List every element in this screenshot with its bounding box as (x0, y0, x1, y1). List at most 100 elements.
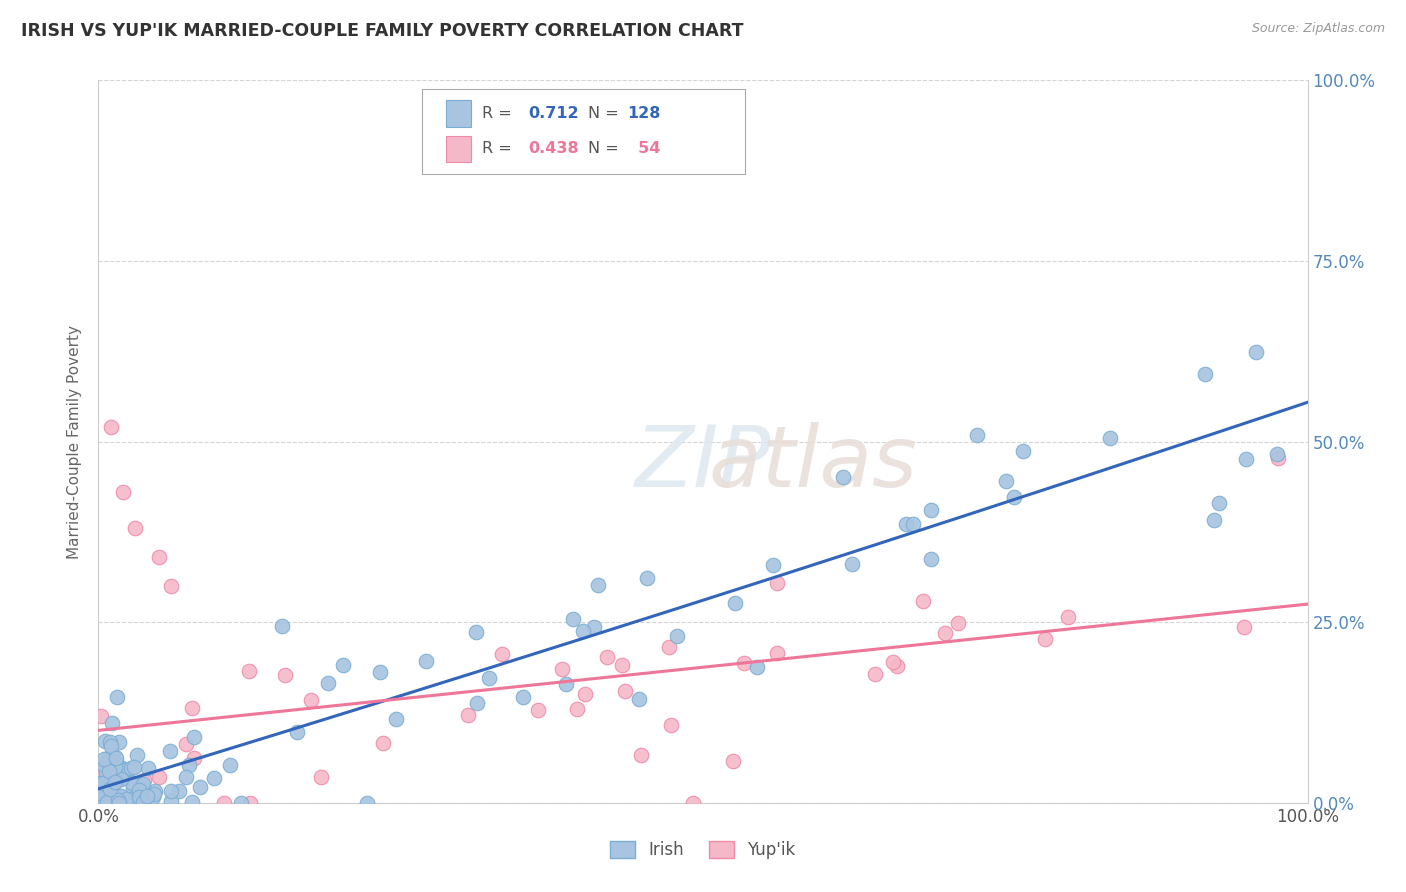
Y-axis label: Married-Couple Family Poverty: Married-Couple Family Poverty (67, 325, 83, 558)
Text: R =: R = (482, 142, 517, 156)
Point (111, 485, 134, 500)
Point (177, 758, 200, 772)
Point (103, 750, 125, 764)
Point (863, 666, 886, 681)
Point (100, 739, 122, 754)
Point (90, 780, 112, 794)
Point (107, 757, 129, 772)
Point (89, 766, 111, 780)
Point (110, 789, 132, 803)
Point (1267, 450, 1289, 465)
Point (1233, 620, 1256, 634)
Point (478, 671, 501, 685)
Point (108, 789, 131, 803)
Point (1208, 496, 1230, 510)
Point (101, 790, 124, 805)
Point (181, 795, 204, 809)
Point (567, 701, 589, 715)
Point (920, 551, 942, 566)
Point (176, 738, 198, 752)
Text: 0.438: 0.438 (529, 142, 579, 156)
Point (920, 503, 942, 517)
Point (132, 772, 155, 787)
Point (596, 649, 619, 664)
Point (142, 790, 165, 805)
Point (572, 624, 595, 639)
Point (512, 690, 534, 704)
Point (332, 657, 354, 672)
Point (94, 734, 117, 748)
Point (311, 770, 333, 784)
Point (100, 780, 122, 794)
Point (630, 748, 652, 763)
Point (894, 516, 917, 531)
Point (183, 731, 205, 745)
Point (118, 792, 141, 806)
Point (98, 782, 121, 797)
Point (239, 796, 262, 810)
Point (659, 718, 682, 732)
Point (934, 626, 956, 640)
Point (107, 796, 129, 810)
Point (110, 772, 132, 786)
Point (105, 751, 128, 765)
Point (145, 783, 167, 797)
Point (97, 754, 120, 768)
Point (108, 793, 131, 807)
Point (120, 761, 142, 775)
Point (994, 474, 1017, 488)
Point (96, 795, 118, 809)
Point (125, 795, 148, 809)
Point (762, 558, 785, 573)
Point (101, 715, 124, 730)
Point (238, 664, 260, 678)
Point (299, 693, 322, 707)
Point (90, 709, 112, 723)
Point (1265, 447, 1288, 461)
Point (108, 735, 131, 749)
Point (101, 768, 124, 782)
Point (100, 420, 122, 434)
Point (614, 683, 637, 698)
Point (724, 596, 747, 610)
Text: Source: ZipAtlas.com: Source: ZipAtlas.com (1251, 22, 1385, 36)
Point (91, 757, 114, 772)
Point (562, 612, 585, 626)
Point (104, 763, 127, 777)
Point (385, 712, 408, 726)
Point (105, 789, 128, 803)
Point (89, 792, 111, 806)
Point (104, 756, 127, 770)
Point (91, 776, 114, 790)
Text: atlas: atlas (489, 422, 917, 505)
Point (946, 615, 969, 630)
Point (555, 677, 578, 691)
Point (121, 775, 143, 789)
Point (465, 624, 488, 639)
Point (87, 779, 110, 793)
Text: R =: R = (482, 106, 517, 120)
Point (105, 795, 128, 809)
Point (104, 768, 127, 782)
Point (912, 594, 935, 608)
Point (127, 748, 149, 763)
Point (682, 796, 704, 810)
Point (89, 786, 111, 800)
Point (136, 761, 159, 775)
Point (148, 550, 170, 565)
Point (124, 521, 146, 535)
Point (94, 788, 117, 802)
Point (90, 792, 112, 806)
Point (526, 703, 548, 717)
Point (159, 744, 181, 758)
Point (218, 757, 240, 772)
Point (98, 734, 121, 748)
Point (287, 725, 309, 739)
Point (368, 665, 391, 679)
Point (114, 792, 136, 806)
Point (766, 575, 789, 590)
Point (1057, 610, 1080, 624)
Point (1033, 632, 1056, 646)
Text: 54: 54 (627, 142, 661, 156)
Point (610, 658, 633, 673)
